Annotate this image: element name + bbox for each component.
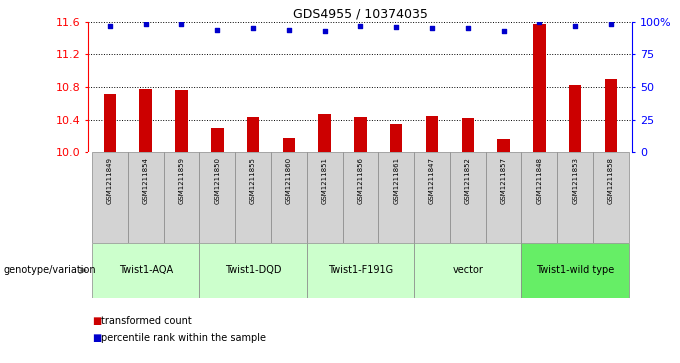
Point <box>319 28 330 34</box>
Bar <box>283 138 295 152</box>
Text: GSM1211861: GSM1211861 <box>393 157 399 204</box>
Bar <box>235 152 271 243</box>
Point <box>176 21 187 27</box>
Text: GSM1211857: GSM1211857 <box>500 157 507 204</box>
Point <box>355 23 366 29</box>
Text: ■: ■ <box>92 333 101 343</box>
Text: Twist1-F191G: Twist1-F191G <box>328 265 393 276</box>
Bar <box>175 90 188 152</box>
Text: GSM1211858: GSM1211858 <box>608 157 614 204</box>
Point <box>426 25 437 31</box>
Text: GSM1211854: GSM1211854 <box>143 157 149 204</box>
Text: Twist1-DQD: Twist1-DQD <box>225 265 282 276</box>
Text: ■: ■ <box>92 316 101 326</box>
Bar <box>378 152 414 243</box>
Text: GSM1211856: GSM1211856 <box>358 157 363 204</box>
Text: vector: vector <box>452 265 483 276</box>
Bar <box>462 118 474 152</box>
Point <box>284 27 294 33</box>
Bar <box>486 152 522 243</box>
Point <box>391 24 402 30</box>
Bar <box>92 243 199 298</box>
Text: GSM1211853: GSM1211853 <box>572 157 578 204</box>
Bar <box>139 89 152 152</box>
Text: transformed count: transformed count <box>101 316 191 326</box>
Bar <box>343 152 378 243</box>
Text: Twist1-wild type: Twist1-wild type <box>536 265 614 276</box>
Bar <box>247 117 259 152</box>
Bar <box>199 152 235 243</box>
Bar <box>569 85 581 152</box>
Text: GSM1211850: GSM1211850 <box>214 157 220 204</box>
Text: GSM1211849: GSM1211849 <box>107 157 113 204</box>
Text: percentile rank within the sample: percentile rank within the sample <box>101 333 266 343</box>
Point <box>140 21 151 27</box>
Bar <box>605 79 617 152</box>
Bar <box>557 152 593 243</box>
Text: GSM1211852: GSM1211852 <box>464 157 471 204</box>
Bar <box>307 243 414 298</box>
Bar <box>390 124 403 152</box>
Bar <box>522 152 557 243</box>
Text: Twist1-AQA: Twist1-AQA <box>118 265 173 276</box>
Bar <box>211 128 224 152</box>
Bar <box>426 116 438 152</box>
Bar <box>533 24 545 152</box>
Bar <box>414 152 450 243</box>
Point <box>105 23 116 29</box>
Bar <box>318 114 331 152</box>
Bar <box>199 243 307 298</box>
Text: genotype/variation: genotype/variation <box>3 265 96 276</box>
Bar <box>414 243 522 298</box>
Bar <box>128 152 164 243</box>
Title: GDS4955 / 10374035: GDS4955 / 10374035 <box>293 8 428 21</box>
Text: GSM1211855: GSM1211855 <box>250 157 256 204</box>
Bar <box>354 117 367 152</box>
Bar <box>271 152 307 243</box>
Text: GSM1211859: GSM1211859 <box>178 157 184 204</box>
Point <box>248 25 258 31</box>
Bar <box>497 139 510 152</box>
Point <box>570 23 581 29</box>
Point <box>605 21 616 27</box>
Point <box>498 28 509 34</box>
Text: GSM1211860: GSM1211860 <box>286 157 292 204</box>
Bar <box>593 152 629 243</box>
Bar <box>164 152 199 243</box>
Text: GSM1211851: GSM1211851 <box>322 157 328 204</box>
Bar <box>92 152 128 243</box>
Bar <box>103 94 116 152</box>
Bar <box>522 243 629 298</box>
Bar <box>307 152 343 243</box>
Bar <box>450 152 486 243</box>
Point <box>534 19 545 25</box>
Point <box>211 27 222 33</box>
Text: GSM1211848: GSM1211848 <box>537 157 543 204</box>
Text: GSM1211847: GSM1211847 <box>429 157 435 204</box>
Point <box>462 25 473 31</box>
